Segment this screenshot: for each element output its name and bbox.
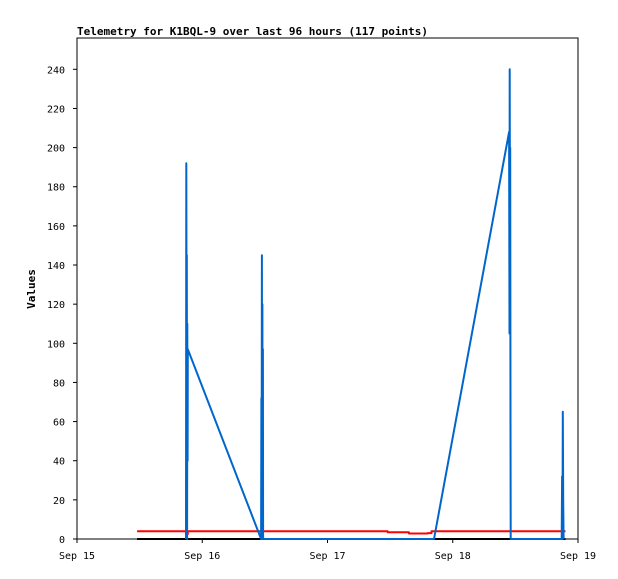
y-tick-label: 20 xyxy=(53,496,65,507)
y-tick-label: 200 xyxy=(47,144,65,155)
y-tick-label: 80 xyxy=(53,378,65,389)
y-tick-label: 220 xyxy=(47,104,65,115)
y-tick-label: 60 xyxy=(53,418,65,429)
y-tick-label: 0 xyxy=(59,535,65,546)
y-tick-label: 160 xyxy=(47,222,65,233)
x-tick-label: Sep 17 xyxy=(309,551,345,562)
series-line-1 xyxy=(137,530,566,536)
series-line-2 xyxy=(185,68,565,540)
plot-frame xyxy=(76,37,579,540)
y-tick-label: 100 xyxy=(47,339,65,350)
x-axis-ticks: Sep 15 Sep 16 Sep 17 Sep 18 Sep 19 xyxy=(59,539,596,562)
data-series xyxy=(137,68,566,540)
y-axis-ticks: 0 20 40 60 80 100 120 140 160 180 200 220 240 xyxy=(47,65,77,546)
y-axis-label: Values xyxy=(25,269,38,309)
x-tick-label: Sep 15 xyxy=(59,551,95,562)
y-tick-label: 240 xyxy=(47,65,65,76)
y-tick-label: 120 xyxy=(47,300,65,311)
y-tick-label: 180 xyxy=(47,183,65,194)
x-tick-label: Sep 16 xyxy=(184,551,220,562)
y-tick-label: 140 xyxy=(47,261,65,272)
y-tick-label: 40 xyxy=(53,457,65,468)
x-tick-label: Sep 19 xyxy=(560,551,596,562)
chart-title: Telemetry for K1BQL-9 over last 96 hours… xyxy=(77,25,428,38)
x-tick-label: Sep 18 xyxy=(435,551,471,562)
